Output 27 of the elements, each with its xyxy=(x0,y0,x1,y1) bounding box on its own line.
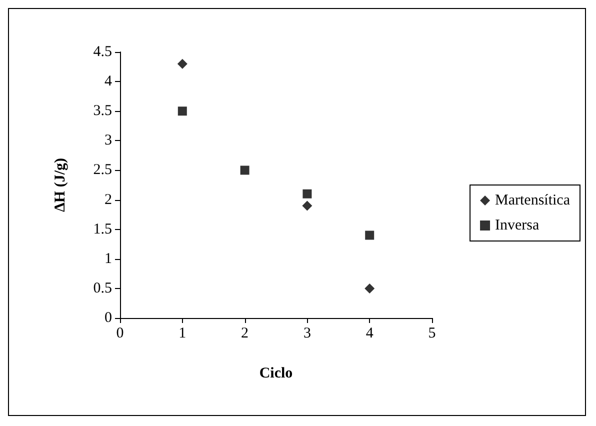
legend-label: Martensítica xyxy=(495,192,570,208)
y-tick-label: 1.5 xyxy=(93,221,112,238)
y-tick-label: 0 xyxy=(104,310,112,326)
x-tick-label: 2 xyxy=(241,326,249,342)
y-tick-label: 4 xyxy=(104,74,112,90)
point xyxy=(178,106,187,116)
y-tick-label: 3 xyxy=(104,132,112,149)
x-tick-label: 4 xyxy=(366,326,374,342)
point xyxy=(302,189,312,198)
y-tick-label: 1 xyxy=(104,250,112,267)
point xyxy=(302,200,312,211)
x-axis-title: Ciclo xyxy=(259,366,293,382)
x-tick-label: 3 xyxy=(303,326,311,342)
x-tick-label: 1 xyxy=(178,326,186,342)
y-tick-label: 2.5 xyxy=(93,162,112,178)
legend-label: Inversa xyxy=(495,218,540,234)
y-axis-title: ΔH (J/g) xyxy=(52,158,68,212)
point xyxy=(364,283,375,294)
y-tick-label: 2 xyxy=(104,192,112,208)
y-tick-label: 4.5 xyxy=(93,44,112,60)
point xyxy=(240,166,250,175)
point xyxy=(177,58,188,69)
y-tick-label: 0.5 xyxy=(93,280,112,296)
point xyxy=(365,230,374,240)
y-tick-label: 3.5 xyxy=(93,103,112,120)
x-tick-label: 5 xyxy=(428,326,436,342)
x-tick-label: 0 xyxy=(116,326,124,342)
